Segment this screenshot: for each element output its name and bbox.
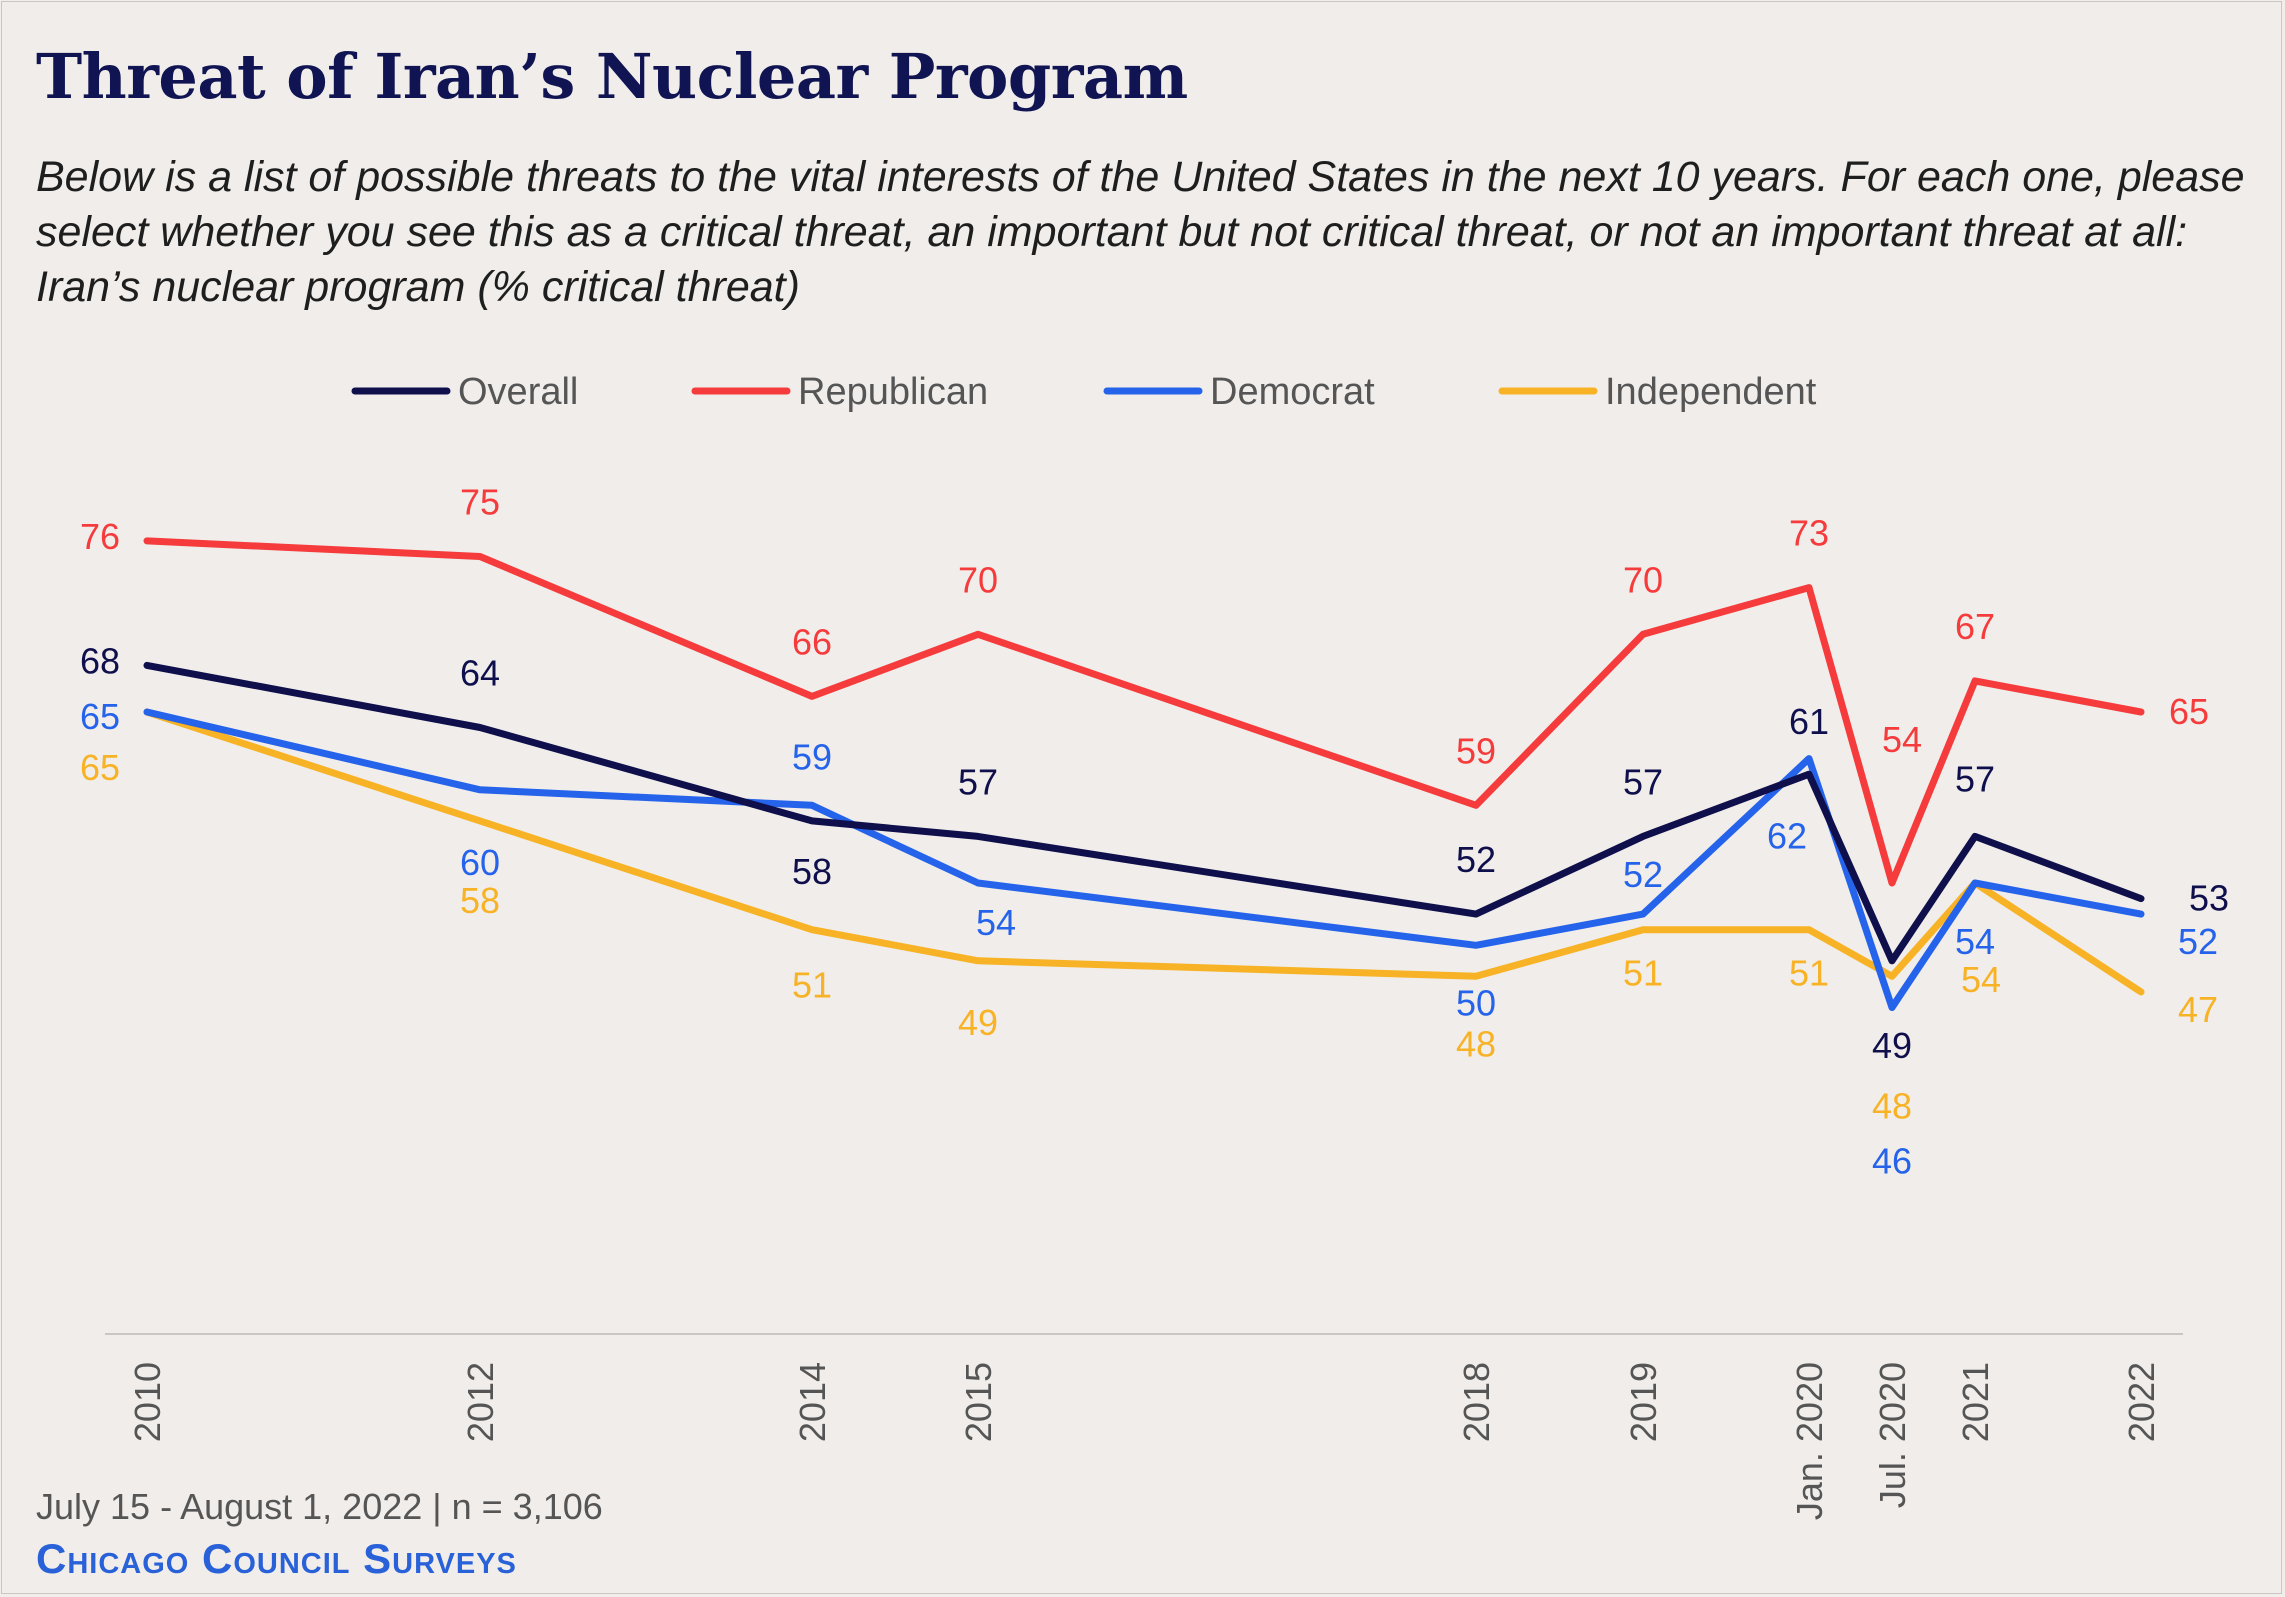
- legend: Overall Republican Democrat Independent: [351, 371, 1817, 413]
- data-label: 58: [460, 880, 500, 921]
- data-label: 53: [2189, 878, 2229, 919]
- data-label: 51: [1789, 953, 1829, 994]
- series-lines: [143, 537, 2145, 1011]
- data-label: 65: [2169, 691, 2209, 732]
- data-label: 54: [1955, 921, 1995, 962]
- data-label: 52: [2178, 921, 2218, 962]
- data-label: 70: [958, 559, 998, 600]
- data-label: 54: [976, 902, 1016, 943]
- brand-logo-text: Chicago Council Surveys: [36, 1535, 517, 1582]
- x-tick-label: 2022: [2121, 1362, 2162, 1442]
- value-labels-independent: 65 58 51 49 48 51 51 48 54 47: [80, 747, 2218, 1126]
- x-tick-label: 2015: [958, 1362, 999, 1442]
- data-label: 48: [1456, 1023, 1496, 1064]
- data-label: 75: [460, 482, 500, 523]
- data-label: 52: [1623, 854, 1663, 895]
- legend-item-overall: Overall: [351, 371, 578, 413]
- data-label: 73: [1789, 513, 1829, 554]
- x-tick-label: 2014: [792, 1362, 833, 1442]
- x-tick-label: 2018: [1456, 1362, 1497, 1442]
- data-label: 48: [1872, 1085, 1912, 1126]
- value-labels-overall: 68 64 58 57 52 57 61 49 57 53: [80, 640, 2229, 1065]
- data-label: 58: [792, 851, 832, 892]
- series-line-democrat: [143, 708, 2145, 1011]
- legend-item-democrat: Democrat: [1103, 371, 1375, 413]
- x-tick-labels: 2010 2012 2014 2015 2018 2019 Jan. 2020 Jul. 20…: [127, 1362, 2162, 1520]
- legend-label: Independent: [1605, 371, 1817, 413]
- x-tick-label: Jan. 2020: [1789, 1362, 1830, 1520]
- legend-label: Democrat: [1210, 371, 1375, 413]
- data-label: 62: [1767, 816, 1807, 857]
- data-label: 76: [80, 516, 120, 557]
- data-label: 57: [1623, 761, 1663, 802]
- value-labels-democrat: 65 60 59 54 50 52 62 46 54 52: [80, 696, 2218, 1181]
- chart-title: Threat of Iran’s Nuclear Program: [36, 40, 1188, 113]
- data-label: 54: [1961, 959, 2001, 1000]
- data-label: 57: [1955, 758, 1995, 799]
- survey-note: July 15 - August 1, 2022 | n = 3,106: [36, 1486, 603, 1527]
- data-label: 65: [80, 696, 120, 737]
- data-label: 52: [1456, 839, 1496, 880]
- data-label: 51: [1623, 953, 1663, 994]
- series-line-independent: [143, 708, 2145, 996]
- data-label: 65: [80, 747, 120, 788]
- series-line-overall: [143, 661, 2145, 965]
- data-label: 46: [1872, 1140, 1912, 1181]
- legend-item-independent: Independent: [1498, 371, 1817, 413]
- data-label: 59: [1456, 730, 1496, 771]
- data-label: 51: [792, 965, 832, 1006]
- x-tick-label: 2012: [460, 1362, 501, 1442]
- data-label: 47: [2178, 989, 2218, 1030]
- data-label: 49: [1872, 1025, 1912, 1066]
- data-label: 49: [958, 1002, 998, 1043]
- chart-subtitle: Below is a list of possible threats to t…: [36, 153, 2245, 311]
- data-label: 66: [792, 621, 832, 662]
- series-line-republican: [143, 537, 2145, 887]
- legend-item-republican: Republican: [691, 371, 988, 413]
- data-label: 68: [80, 640, 120, 681]
- value-labels: 68 64 58 57 52 57 61 49 57 53 76 75 66 70 59 70 73 54 67 65…: [80, 482, 2229, 1182]
- legend-label: Republican: [798, 371, 988, 413]
- data-label: 57: [958, 761, 998, 802]
- data-label: 67: [1955, 606, 1995, 647]
- x-tick-label: 2019: [1623, 1362, 1664, 1442]
- data-label: 70: [1623, 559, 1663, 600]
- data-label: 61: [1789, 701, 1829, 742]
- data-label: 60: [460, 842, 500, 883]
- x-tick-label: Jul. 2020: [1872, 1362, 1913, 1508]
- x-tick-label: 2021: [1955, 1362, 1996, 1442]
- value-labels-republican: 76 75 66 70 59 70 73 54 67 65: [80, 482, 2209, 772]
- data-label: 50: [1456, 982, 1496, 1023]
- legend-label: Overall: [458, 371, 578, 413]
- x-tick-label: 2010: [127, 1362, 168, 1442]
- data-label: 54: [1882, 719, 1922, 760]
- data-label: 64: [460, 653, 500, 694]
- data-label: 59: [792, 736, 832, 777]
